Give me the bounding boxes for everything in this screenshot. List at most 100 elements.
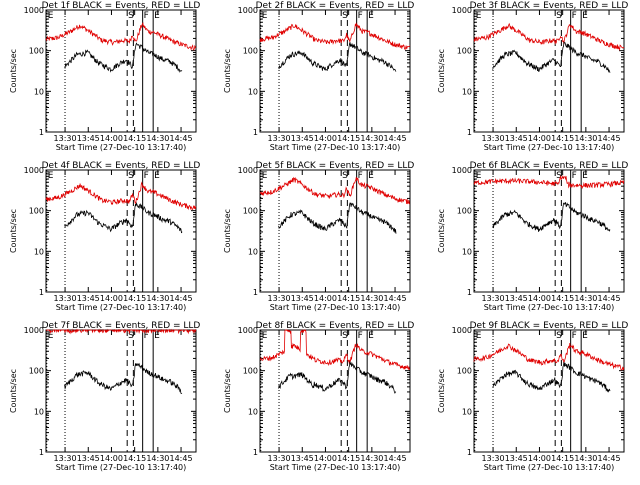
x-axis-label: Start Time (27-Dec-10 13:17:40): [270, 143, 401, 152]
y-axis-label: Counts/sec: [437, 49, 446, 93]
y-tick-label: 100: [29, 367, 44, 376]
lld-series-line: [45, 328, 197, 335]
panel-title: Det 9f BLACK = Events, RED = LLD: [470, 321, 629, 331]
panel-title: Det 1f BLACK = Events, RED = LLD: [42, 1, 201, 11]
y-tick-label: 100: [243, 367, 258, 376]
y-axis-label: Counts/sec: [9, 209, 18, 253]
x-tick-label: 14:45: [598, 134, 621, 143]
lld-series-line: [473, 22, 625, 51]
marker-label: E: [476, 171, 482, 181]
marker-label: E: [48, 331, 54, 341]
panel-8f: Det 8f BLACK = Events, RED = LLD 1 10 100 10…: [223, 321, 414, 472]
x-tick-label: 13:30: [54, 454, 77, 463]
x-tick-label: 14:30: [574, 134, 597, 143]
x-tick-label: 14:45: [170, 454, 193, 463]
events-series-line: [64, 201, 183, 234]
y-tick-label: 10: [248, 247, 258, 256]
x-tick-label: 14:45: [384, 134, 407, 143]
marker-label: S: [556, 11, 562, 21]
panel-3f: Det 3f BLACK = Events, RED = LLD 1 10 100 10…: [437, 1, 628, 152]
y-tick-label: 1: [467, 448, 472, 457]
x-axis-label: Start Time (27-Dec-10 13:17:40): [270, 463, 401, 472]
y-tick-label: 1: [467, 288, 472, 297]
lld-series-line: [259, 22, 411, 51]
marker-label: E: [368, 171, 374, 181]
x-tick-label: 14:30: [360, 134, 383, 143]
x-tick-label: 14:15: [337, 454, 360, 463]
marker-label: E: [582, 171, 588, 181]
lld-series-line: [259, 329, 411, 371]
panel-5f: Det 5f BLACK = Events, RED = LLD 1 10 100 10…: [223, 161, 414, 312]
x-tick-label: 13:30: [54, 294, 77, 303]
y-tick-label: 100: [29, 47, 44, 56]
x-tick-label: 14:00: [100, 454, 123, 463]
events-series-line: [278, 202, 397, 234]
x-tick-label: 14:15: [551, 454, 574, 463]
panel-9f: Det 9f BLACK = Events, RED = LLD 1 10 100 10…: [437, 321, 628, 472]
x-tick-label: 14:00: [528, 134, 551, 143]
marker-label: E: [368, 331, 374, 341]
x-tick-label: 14:30: [574, 294, 597, 303]
y-tick-label: 1000: [24, 6, 44, 15]
x-tick-label: 13:45: [505, 454, 528, 463]
events-series-line: [492, 202, 611, 232]
lld-series-line: [45, 181, 197, 211]
marker-label: F: [358, 11, 363, 21]
events-series-line: [64, 362, 183, 395]
x-tick-label: 14:00: [528, 294, 551, 303]
marker-label: E: [48, 11, 54, 21]
x-tick-label: 14:45: [598, 454, 621, 463]
plot-frame: [473, 329, 625, 453]
x-tick-label: 14:45: [170, 134, 193, 143]
marker-label: F: [572, 331, 577, 341]
marker-label: E: [154, 11, 160, 21]
y-tick-label: 1: [253, 448, 258, 457]
x-tick-label: 14:45: [384, 454, 407, 463]
x-axis-label: Start Time (27-Dec-10 13:17:40): [270, 303, 401, 312]
lld-series-line: [45, 21, 197, 51]
plot-frame: [473, 169, 625, 293]
y-tick-label: 100: [243, 47, 258, 56]
x-tick-label: 14:45: [170, 294, 193, 303]
marker-label: S: [342, 331, 348, 341]
y-tick-label: 1: [467, 128, 472, 137]
y-tick-label: 10: [462, 407, 472, 416]
panel-2f: Det 2f BLACK = Events, RED = LLD 1 10 100 10…: [223, 1, 414, 152]
panel-title: Det 8f BLACK = Events, RED = LLD: [256, 321, 415, 331]
marker-label: S: [128, 171, 134, 181]
y-tick-label: 1000: [452, 6, 472, 15]
x-tick-label: 14:00: [100, 294, 123, 303]
y-tick-label: 100: [243, 207, 258, 216]
x-tick-label: 13:45: [505, 294, 528, 303]
y-axis-label: Counts/sec: [223, 209, 232, 253]
plot-frame: [259, 9, 411, 133]
y-axis-label: Counts/sec: [223, 49, 232, 93]
y-axis-label: Counts/sec: [437, 369, 446, 413]
y-tick-label: 1000: [24, 326, 44, 335]
x-axis-label: Start Time (27-Dec-10 13:17:40): [56, 463, 187, 472]
x-tick-label: 14:30: [146, 454, 169, 463]
x-tick-label: 14:15: [551, 134, 574, 143]
marker-label: E: [476, 11, 482, 21]
y-tick-label: 100: [457, 207, 472, 216]
plot-frame: [473, 9, 625, 133]
lld-series-line: [259, 176, 411, 205]
y-tick-label: 1000: [24, 166, 44, 175]
x-tick-label: 14:30: [146, 294, 169, 303]
y-axis-label: Counts/sec: [437, 209, 446, 253]
panel-6f: Det 6f BLACK = Events, RED = LLD 1 10 100 10…: [437, 161, 628, 312]
y-tick-label: 10: [248, 407, 258, 416]
y-tick-label: 1: [253, 128, 258, 137]
plot-frame: [45, 9, 197, 133]
y-tick-label: 10: [34, 407, 44, 416]
x-tick-label: 14:00: [100, 134, 123, 143]
x-tick-label: 13:30: [268, 134, 291, 143]
marker-label: F: [144, 331, 149, 341]
x-tick-label: 13:45: [77, 134, 100, 143]
y-tick-label: 10: [34, 87, 44, 96]
y-tick-label: 100: [29, 207, 44, 216]
x-axis-label: Start Time (27-Dec-10 13:17:40): [484, 303, 615, 312]
panel-title: Det 6f BLACK = Events, RED = LLD: [470, 161, 629, 171]
panel-title: Det 4f BLACK = Events, RED = LLD: [42, 161, 201, 171]
marker-label: E: [582, 331, 588, 341]
